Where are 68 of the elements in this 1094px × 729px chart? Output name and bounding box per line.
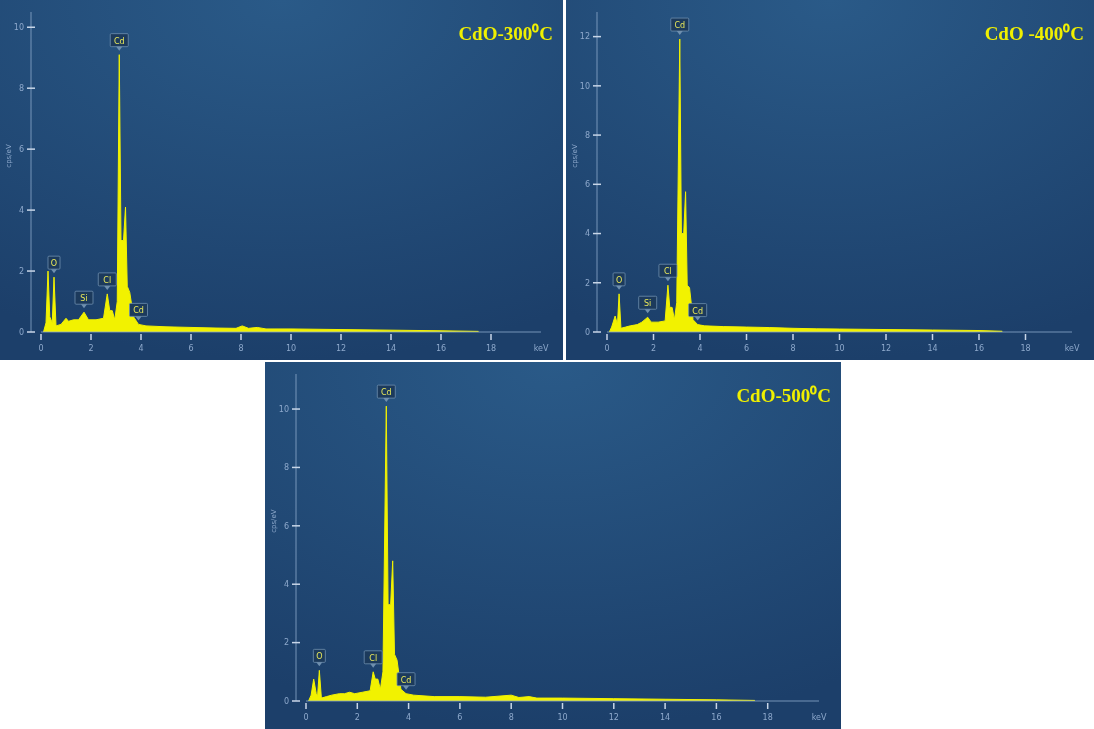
annotation: Cl: [369, 653, 378, 663]
x-tick-label: 2: [88, 344, 94, 353]
x-axis-title: keV: [1064, 344, 1080, 353]
x-tick-label: 0: [303, 713, 309, 722]
y-tick-label: 0: [18, 327, 24, 337]
x-tick-label: 14: [385, 344, 397, 353]
annotation: Si: [644, 299, 652, 309]
x-tick-label: 10: [557, 713, 568, 722]
x-tick-label: 4: [697, 344, 703, 353]
annotation: Cd: [380, 388, 392, 398]
x-tick-label: 4: [406, 713, 412, 722]
annotation: Cl: [664, 267, 672, 277]
x-tick-label: 18: [485, 344, 497, 353]
annotation: O: [615, 275, 623, 285]
y-tick-label: 8: [283, 463, 289, 473]
x-tick-label: 6: [188, 344, 194, 353]
x-tick-label: 16: [435, 344, 447, 353]
annotation: Cl: [103, 275, 112, 285]
text: CdO -400⁰C: [984, 23, 1084, 44]
x-tick-label: 8: [790, 344, 796, 353]
y-tick-label: 10: [13, 23, 24, 33]
y-tick-label: 2: [18, 266, 24, 276]
y-tick-label: 0: [283, 696, 289, 706]
text: CdO-300⁰C: [458, 23, 553, 44]
y-tick-label: 10: [278, 404, 289, 414]
annotation: Si: [80, 294, 88, 304]
x-tick-label: 18: [762, 713, 773, 722]
annotation: Cd: [692, 306, 704, 316]
y-tick-label: 10: [579, 81, 590, 91]
x-tick-label: 2: [354, 713, 360, 722]
x-tick-label: 16: [973, 344, 985, 353]
x-tick-label: 12: [608, 713, 619, 722]
y-tick-label: 6: [18, 144, 24, 154]
annotation: O: [50, 259, 58, 269]
x-tick-label: 6: [457, 713, 463, 722]
x-tick-label: 8: [238, 344, 244, 353]
x-tick-label: 18: [1020, 344, 1031, 353]
x-tick-label: 6: [743, 344, 750, 353]
annotation: Cd: [113, 36, 125, 46]
y-tick-label: 8: [18, 83, 24, 93]
y-tick-label: 0: [584, 327, 590, 337]
x-tick-label: 10: [834, 344, 845, 353]
text: CdO-500⁰C: [736, 385, 831, 406]
x-tick-label: 4: [138, 344, 144, 353]
y-tick-label: 12: [579, 32, 590, 42]
y-tick-label: 4: [584, 229, 590, 239]
annotation: O: [316, 652, 323, 662]
y-tick-label: 4: [283, 580, 289, 590]
x-tick-label: 16: [711, 713, 722, 722]
x-tick-label: 14: [660, 713, 671, 722]
y-tick-label: 6: [283, 521, 289, 531]
x-tick-label: 12: [335, 344, 347, 353]
annotation: Cd: [133, 306, 144, 316]
x-tick-label: 12: [880, 344, 892, 353]
y-tick-label: 8: [584, 130, 590, 140]
x-tick-label: 0: [604, 344, 610, 353]
y-tick-label: 6: [584, 180, 590, 190]
x-tick-label: 8: [508, 713, 514, 722]
annotation: Cd: [400, 675, 412, 685]
x-axis-title: keV: [533, 344, 549, 353]
x-tick-label: 14: [927, 344, 938, 353]
y-tick-label: 2: [584, 278, 590, 288]
annotation: Cd: [674, 21, 686, 31]
y-tick-label: 2: [283, 638, 289, 648]
y-tick-label: 4: [18, 205, 24, 215]
x-axis-title: keV: [811, 713, 827, 722]
x-tick-label: 0: [38, 344, 44, 353]
x-tick-label: 2: [650, 344, 657, 353]
